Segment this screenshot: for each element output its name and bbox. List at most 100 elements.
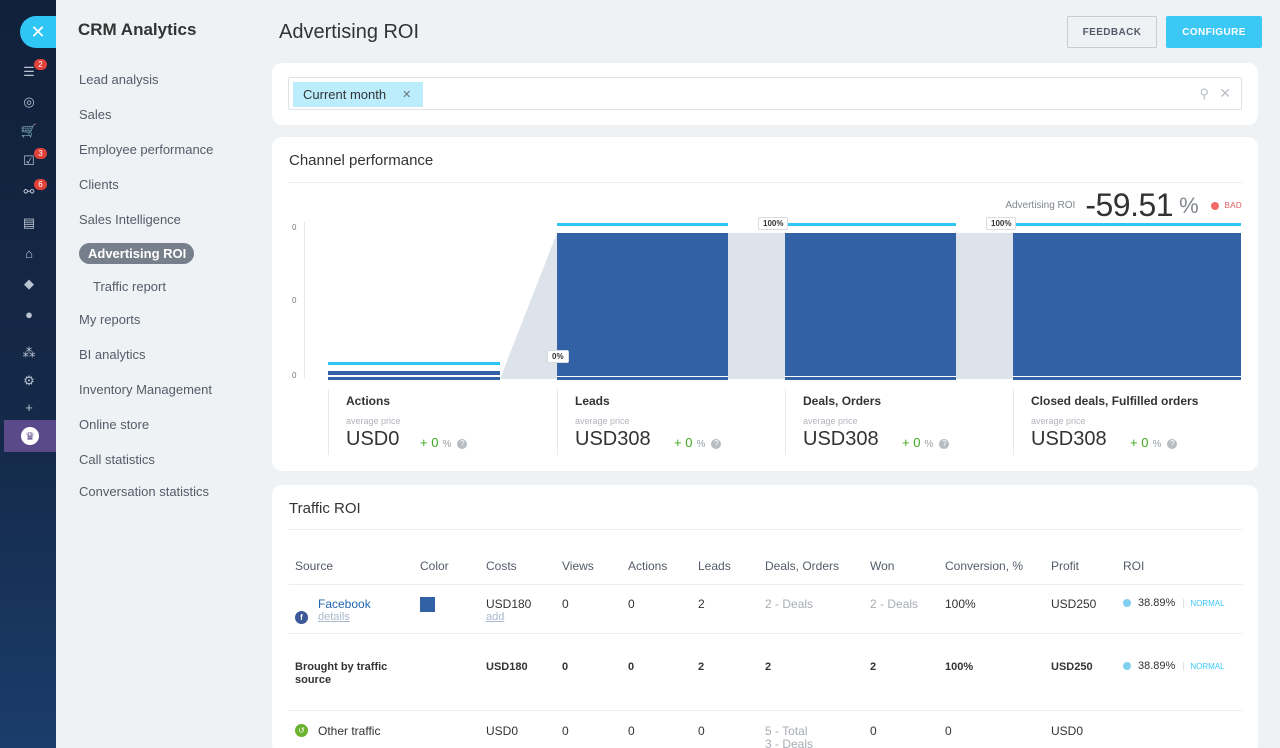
feedback-button[interactable]: FEEDBACK xyxy=(1067,16,1157,48)
clear-icon[interactable]: ✕ xyxy=(1219,85,1231,101)
column-header: Costs xyxy=(486,559,517,573)
menu-item-traffic-report[interactable]: Traffic report xyxy=(93,279,166,294)
funnel-bar xyxy=(785,233,956,376)
stage-name: Deals, Orders xyxy=(803,394,882,408)
stage-subtitle: average price xyxy=(1031,416,1086,426)
filter-chip[interactable]: Current month ✕ xyxy=(293,82,424,107)
column-header: Source xyxy=(295,559,334,573)
roi-value: 38.89% xyxy=(1138,597,1176,609)
conversion-badge: 100% xyxy=(758,217,789,230)
divider xyxy=(289,529,1243,530)
deals-cell: 2 xyxy=(765,661,772,673)
column-header: Views xyxy=(562,559,594,573)
conversion-cell: 100% xyxy=(945,661,974,673)
search-icon[interactable]: ⚲ xyxy=(1199,86,1209,101)
plus-icon[interactable]: + xyxy=(25,399,33,415)
views-cell: 0 xyxy=(562,661,569,673)
source-link[interactable]: Facebook xyxy=(318,597,371,611)
contact-card-icon[interactable]: ▤ xyxy=(22,215,36,230)
divider xyxy=(328,389,329,455)
menu-item-inventory-management[interactable]: Inventory Management xyxy=(79,382,212,397)
actions-cell: 0 xyxy=(628,724,635,738)
filter-input[interactable]: Current month ✕ ⚲ ✕ xyxy=(288,77,1242,110)
won-cell: 2 - Deals xyxy=(870,597,919,611)
help-icon[interactable]: ? xyxy=(711,438,722,449)
details-link[interactable]: details xyxy=(318,611,350,623)
stage-subtitle: average price xyxy=(575,416,630,426)
funnel-bar xyxy=(1013,233,1241,376)
divider xyxy=(1013,389,1014,455)
help-icon[interactable]: ? xyxy=(457,438,468,449)
y-axis xyxy=(304,222,305,379)
menu-item-online-store[interactable]: Online store xyxy=(79,417,150,432)
configure-button[interactable]: CONFIGURE xyxy=(1166,16,1262,48)
cart-icon[interactable]: 🛒 xyxy=(20,123,38,138)
sitemap-icon[interactable]: ⁂ xyxy=(22,345,36,360)
funnel-top-line xyxy=(1013,223,1241,226)
funnel-bar xyxy=(557,233,728,376)
target-icon[interactable]: ◎ xyxy=(23,94,35,109)
divider xyxy=(785,389,786,455)
leads-cell: 2 xyxy=(698,597,705,611)
left-rail: ✕ ☰ 2 ◎ 🛒 ☑ 3 ⚯ 6 ▤ ⌂ ◆ ● ⁂ ⚙ + ♛ xyxy=(0,0,56,748)
funnel-chart xyxy=(328,223,1241,380)
menu-item-employee-performance[interactable]: Employee performance xyxy=(79,142,214,157)
menu-item-call-statistics[interactable]: Call statistics xyxy=(79,452,155,467)
help-icon[interactable]: ? xyxy=(1167,438,1178,449)
profit-cell: USD250 xyxy=(1051,661,1093,673)
conversion-badge: 0% xyxy=(547,350,569,363)
funnel-top-line xyxy=(785,223,956,226)
traffic-roi-card: Traffic ROI Source Color Costs Views Act… xyxy=(272,485,1258,748)
leads-cell: 2 xyxy=(698,661,705,673)
funnel-connector xyxy=(728,233,785,379)
stage-price: USD308 xyxy=(1031,428,1107,450)
deals-cell: 5 - Total xyxy=(765,724,808,738)
source-name: Other traffic xyxy=(318,724,381,738)
add-cost-link[interactable]: add xyxy=(486,611,505,623)
stage-delta: + 0%? xyxy=(420,435,468,450)
main-content: Advertising ROI FEEDBACK CONFIGURE Curre… xyxy=(262,0,1280,748)
stage-delta: + 0%? xyxy=(674,435,722,450)
status-dot-icon xyxy=(1123,599,1131,607)
menu-item-advertising-roi[interactable]: Advertising ROI xyxy=(79,243,195,264)
y-tick-label: 0 xyxy=(292,296,297,305)
tasks-icon[interactable]: ☑ xyxy=(23,153,35,168)
workflow-icon[interactable]: ⚯ xyxy=(23,184,35,199)
menu-item-conversation-statistics[interactable]: Conversation statistics xyxy=(79,484,210,499)
actions-cell: 0 xyxy=(628,597,635,611)
menu-item-clients[interactable]: Clients xyxy=(79,177,119,192)
filter-icon[interactable]: ☰ xyxy=(23,64,35,79)
robot-icon[interactable]: ⌂ xyxy=(25,245,33,261)
stage-price: USD308 xyxy=(575,428,651,450)
column-header: Won xyxy=(870,559,895,573)
menu-item-bi-analytics[interactable]: BI analytics xyxy=(79,347,146,362)
divider xyxy=(557,389,558,455)
roi-unit: % xyxy=(1179,192,1199,218)
profit-cell: USD250 xyxy=(1051,597,1097,611)
status-dot-icon xyxy=(1210,201,1219,210)
check-circle-icon[interactable]: ● xyxy=(25,306,33,322)
roi-value: 38.89% xyxy=(1138,660,1176,672)
menu-item-sales[interactable]: Sales xyxy=(79,107,112,122)
stage-price: USD0 xyxy=(346,428,400,450)
roi-cell: 38.89% NORMAL xyxy=(1123,660,1225,672)
card-title: Traffic ROI xyxy=(289,500,361,517)
source-name: Brought by traffic source xyxy=(295,661,388,686)
divider xyxy=(289,633,1243,634)
advertising-roi-summary: Advertising ROI -59.51 % BAD xyxy=(1005,187,1242,224)
actions-cell: 0 xyxy=(628,661,635,673)
chip-remove-icon[interactable]: ✕ xyxy=(402,89,412,101)
conversion-cell: 100% xyxy=(945,597,976,611)
y-tick-label: 0 xyxy=(292,371,297,380)
menu-item-lead-analysis[interactable]: Lead analysis xyxy=(79,72,159,87)
color-swatch[interactable] xyxy=(420,597,435,612)
box-icon[interactable]: ◆ xyxy=(24,276,34,291)
gear-icon[interactable]: ⚙ xyxy=(23,373,35,388)
crm-analytics-icon[interactable]: ♛ xyxy=(4,420,56,452)
help-icon[interactable]: ? xyxy=(939,438,950,449)
stage-delta: + 0%? xyxy=(1130,435,1178,450)
menu-item-my-reports[interactable]: My reports xyxy=(79,312,141,327)
menu-item-sales-intelligence[interactable]: Sales Intelligence xyxy=(79,212,181,227)
notification-badge: 3 xyxy=(34,148,47,159)
close-menu-icon[interactable]: ✕ xyxy=(20,16,56,48)
